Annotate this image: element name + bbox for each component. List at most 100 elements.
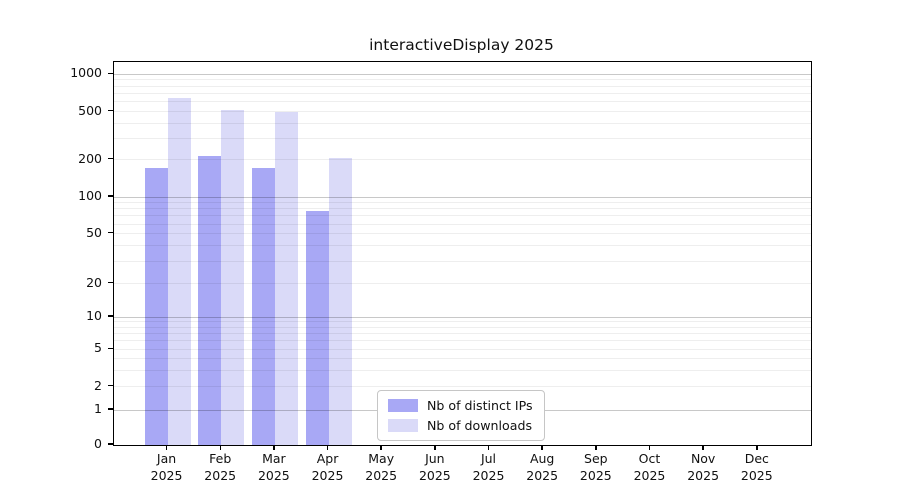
x-tick-label-jul: Jul 2025 — [461, 451, 517, 484]
gridline-9 — [114, 321, 811, 323]
chart-title: interactiveDisplay 2025 — [369, 36, 554, 54]
y-tick-mark-50 — [108, 232, 113, 234]
x-tick-year-label: 2025 — [633, 467, 666, 483]
x-tick-label-jun: Jun 2025 — [407, 451, 463, 484]
x-tick-mark-oct — [648, 446, 651, 450]
y-tick-label-0: 0 — [94, 436, 102, 451]
y-tick-mark-1000 — [108, 72, 113, 74]
x-tick-mark-may — [380, 446, 382, 450]
y-tick-mark-20 — [108, 282, 113, 284]
x-tick-year-label: 2025 — [526, 467, 559, 483]
x-tick-mark-jan — [165, 446, 168, 450]
gridline-60 — [114, 223, 811, 225]
legend-swatch-distinct-ips — [388, 399, 418, 412]
gridline-40 — [114, 245, 811, 247]
y-tick-mark-10 — [108, 315, 113, 317]
bar-distinct-ips-apr — [305, 210, 329, 445]
x-tick-year-label: 2025 — [579, 467, 612, 483]
legend-label-distinct-ips: Nb of distinct IPs — [427, 398, 533, 413]
bar-distinct-ips-mar — [251, 168, 275, 445]
x-tick-year-label: 2025 — [311, 467, 344, 483]
y-tick-mark-500 — [108, 110, 113, 112]
gridline-7 — [114, 333, 811, 335]
x-tick-label-may: May 2025 — [353, 451, 409, 484]
y-tick-label-1: 1 — [94, 401, 102, 416]
gridline-900 — [114, 79, 811, 81]
y-tick-label-50: 50 — [86, 224, 102, 240]
x-tick-label-apr: Apr 2025 — [300, 451, 356, 484]
gridline-300 — [114, 137, 811, 139]
bar-downloads-feb — [221, 110, 245, 445]
gridline-100 — [114, 196, 811, 198]
y-tick-label-10: 10 — [86, 308, 102, 323]
x-tick-label-aug: Aug 2025 — [514, 451, 570, 484]
y-tick-label-100: 100 — [78, 188, 102, 203]
y-tick-mark-100 — [108, 195, 113, 197]
bar-distinct-ips-jan — [144, 167, 168, 445]
grid-layer — [114, 62, 811, 445]
y-tick-mark-200 — [108, 158, 113, 160]
gridline-800 — [114, 85, 811, 87]
gridline-90 — [114, 202, 811, 204]
bar-downloads-jan — [167, 98, 191, 445]
y-tick-mark-1 — [108, 408, 113, 410]
gridline-200 — [114, 159, 811, 161]
legend-swatch-downloads — [388, 419, 418, 432]
bars-layer — [114, 62, 811, 445]
y-tick-label-200: 200 — [78, 150, 102, 166]
x-tick-mark-feb — [219, 446, 221, 450]
gridline-20 — [114, 283, 811, 285]
gridline-2 — [114, 386, 811, 388]
x-tick-year-label: 2025 — [418, 467, 451, 483]
gridline-5 — [114, 348, 811, 350]
legend-label-downloads: Nb of downloads — [427, 418, 533, 433]
y-tick-label-20: 20 — [86, 274, 102, 290]
x-tick-mark-nov — [702, 446, 704, 450]
gridline-700 — [114, 93, 811, 95]
gridline-1000 — [114, 73, 811, 75]
gridline-400 — [114, 122, 811, 124]
gridline-3 — [114, 369, 811, 371]
y-tick-mark-0 — [108, 443, 113, 445]
x-tick-mark-jul — [487, 446, 490, 450]
x-tick-year-label: 2025 — [365, 467, 398, 483]
y-tick-label-5: 5 — [94, 340, 102, 356]
x-tick-label-feb: Feb 2025 — [192, 451, 248, 484]
bar-downloads-mar — [274, 111, 298, 445]
legend-item-downloads: Nb of downloads — [388, 418, 533, 433]
gridline-30 — [114, 261, 811, 263]
x-tick-label-nov: Nov 2025 — [675, 451, 731, 484]
x-tick-label-oct: Oct 2025 — [621, 451, 677, 484]
x-tick-label-sep: Sep 2025 — [568, 451, 624, 484]
x-tick-mark-mar — [273, 446, 275, 450]
gridline-6 — [114, 340, 811, 342]
x-tick-mark-jun — [434, 446, 436, 450]
gridline-80 — [114, 208, 811, 210]
x-tick-label-jan: Jan 2025 — [139, 451, 195, 484]
bar-downloads-apr — [328, 158, 352, 445]
y-tick-label-500: 500 — [78, 102, 102, 118]
x-tick-mark-dec — [756, 446, 758, 450]
plot-area — [113, 61, 812, 446]
bar-distinct-ips-feb — [198, 156, 222, 445]
y-tick-mark-2 — [108, 385, 113, 387]
x-tick-label-dec: Dec 2025 — [729, 451, 785, 484]
gridline-8 — [114, 326, 811, 328]
x-tick-year-label: 2025 — [687, 467, 720, 483]
gridline-70 — [114, 215, 811, 217]
gridline-600 — [114, 101, 811, 103]
legend-item-distinct-ips: Nb of distinct IPs — [388, 398, 533, 413]
gridline-500 — [114, 111, 811, 113]
y-tick-mark-5 — [108, 347, 113, 349]
x-tick-year-label: 2025 — [740, 467, 773, 483]
gridline-4 — [114, 357, 811, 359]
x-tick-year-label: 2025 — [204, 467, 237, 483]
x-tick-year-label: 2025 — [472, 467, 505, 483]
x-tick-mark-sep — [595, 446, 597, 450]
y-tick-label-2: 2 — [94, 377, 102, 393]
gridline-10 — [114, 316, 811, 318]
x-tick-mark-apr — [326, 446, 329, 450]
y-tick-label-1000: 1000 — [70, 65, 102, 81]
gridline-50 — [114, 233, 811, 235]
